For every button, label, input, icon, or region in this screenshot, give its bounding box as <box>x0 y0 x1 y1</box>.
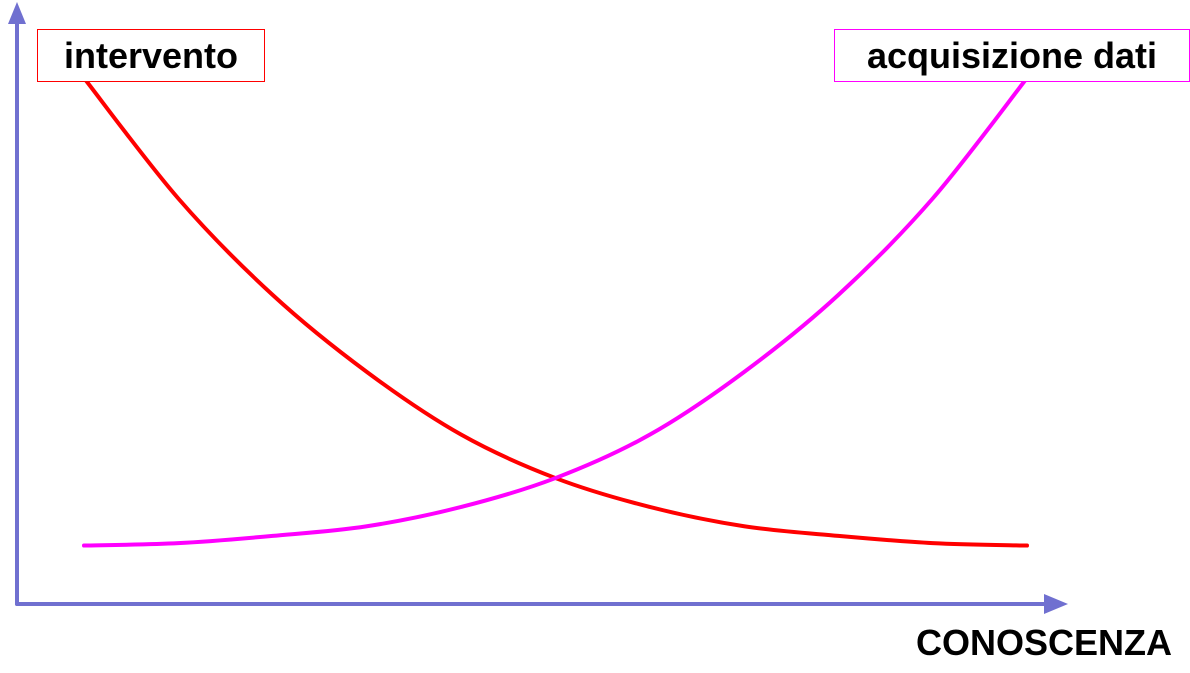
x-axis-arrow-icon <box>1044 594 1068 614</box>
legend-intervento-label: intervento <box>63 34 239 76</box>
axes <box>8 2 1068 614</box>
series-line-intervento <box>82 76 1029 548</box>
legend-acquisizione-dati-label: acquisizione dati <box>866 34 1158 76</box>
x-axis-label: CONOSCENZA <box>915 622 1172 663</box>
series-layer <box>82 76 1029 548</box>
series-line-acquisizione-dati <box>82 76 1029 548</box>
legend-acquisizione-dati: acquisizione dati <box>834 29 1190 82</box>
y-axis-arrow-icon <box>8 2 26 24</box>
legend-intervento: intervento <box>37 29 265 82</box>
